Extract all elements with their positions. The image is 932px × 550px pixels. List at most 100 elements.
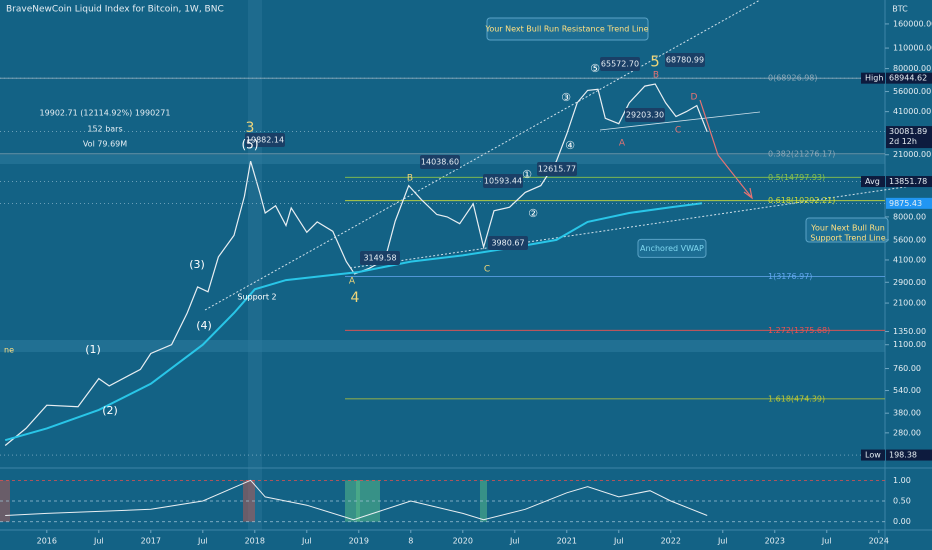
callout-box [625, 108, 665, 122]
y-tick-label: 80000.00 [893, 64, 931, 73]
tag-label: High [865, 74, 883, 83]
wave-label: (2) [102, 404, 118, 417]
y-tick-label: 2900.00 [893, 278, 926, 287]
callout-box [600, 57, 640, 71]
y-tick-label: 280.00 [893, 428, 921, 437]
callout-box [537, 162, 577, 176]
tag-label: Avg [865, 177, 880, 186]
series-label: Anchored VWAP [640, 244, 704, 253]
wave-label: (1) [85, 343, 101, 356]
x-tick-label: 2022 [661, 537, 681, 546]
y-tick-label: 8000.00 [893, 212, 926, 221]
wave-label: ne [4, 346, 14, 355]
tag-value: 9875.43 [889, 199, 922, 208]
x-tick-label: 2019 [349, 537, 369, 546]
y-tick-label: 1350.00 [893, 327, 926, 336]
y-tick-label: 2100.00 [893, 299, 926, 308]
y-tick-label: 540.00 [893, 386, 921, 395]
wave-label: B [653, 71, 659, 81]
callout-box [483, 174, 523, 188]
callout-box [665, 53, 705, 67]
y-tick-label: 21000.00 [893, 150, 931, 159]
tag-box [886, 72, 932, 84]
callout: 19882.14 [246, 136, 284, 145]
x-tick-label: Jul [821, 537, 832, 546]
callout: 12615.77 [538, 165, 576, 174]
callout: 68780.99 [666, 56, 704, 65]
wave-label: Support 2 [237, 293, 276, 302]
tag-value: 30081.89 [889, 127, 927, 136]
wave-label: C [484, 265, 490, 275]
label-box [486, 17, 649, 41]
wave-label: ⑤ [590, 62, 600, 75]
wave-label: ② [528, 207, 538, 220]
callout-box [245, 133, 285, 147]
x-tick-label: Jul [613, 537, 624, 546]
y-tick-label: 110000.00 [893, 44, 932, 53]
wave-label: 4 [351, 290, 360, 306]
wave-label: C [675, 126, 681, 136]
y-tick-label: 380.00 [893, 409, 921, 418]
series-line [4, 202, 703, 442]
wave-label: D [691, 93, 698, 103]
tag-label-box [861, 176, 885, 188]
y-tick-label: 56000.00 [893, 87, 931, 96]
wedge-line [599, 111, 761, 131]
zone [0, 480, 10, 522]
fib-label: 0.5(14797.93) [768, 173, 825, 182]
x-tick-label: Jul [301, 537, 312, 546]
stat: 152 bars [87, 125, 122, 134]
currency: BTC [892, 5, 908, 14]
resistance-trendline [204, 0, 761, 311]
x-tick-label: 2024 [869, 537, 889, 546]
stat: 19902.71 (12114.92%) 1990271 [40, 109, 171, 118]
stat: Vol 79.69M [83, 140, 127, 149]
wave-label: A [619, 139, 626, 149]
x-tick-label: 2016 [37, 537, 57, 546]
tag-box [886, 449, 932, 461]
wave-label: A [349, 277, 356, 287]
highlight-column [248, 0, 262, 530]
oscillator-line [5, 479, 708, 521]
tag-label-box [861, 449, 885, 461]
projection-arrow [699, 99, 753, 199]
x-tick-label: Jul [509, 537, 520, 546]
fib-label: 0.382(21276.17) [768, 149, 835, 158]
wave-label: 3 [246, 120, 255, 136]
x-tick-label: 2021 [557, 537, 577, 546]
tag-value: 68944.62 [889, 74, 927, 83]
fib-label: 1(3176.97) [768, 272, 812, 281]
x-tick-label: 2020 [453, 537, 473, 546]
callout: 29203.30 [626, 111, 664, 120]
wave-label: B [407, 174, 413, 184]
y-tick-label: 5600.00 [893, 235, 926, 244]
label-box [637, 238, 707, 258]
y-tick-label: 4100.00 [893, 255, 926, 264]
x-tick-label: Jul [717, 537, 728, 546]
wave-label: (5) [242, 138, 259, 152]
chart-title: BraveNewCoin Liquid Index for Bitcoin, 1… [6, 5, 224, 15]
wave-label: 5 [650, 53, 660, 71]
arrow-head [743, 187, 753, 200]
wave-label: ① [522, 168, 532, 181]
trend-label: Your Next Bull Run Resistance Trend Line [485, 25, 649, 34]
callout: 3149.58 [363, 254, 396, 263]
wave-label: ④ [565, 139, 575, 152]
tag-box [886, 176, 932, 188]
x-tick-label: Jul [197, 537, 208, 546]
callout-box [488, 236, 528, 250]
tag-value: 198.38 [889, 451, 917, 460]
y-tick-label: 160000.00 [893, 19, 932, 28]
label-box [805, 217, 889, 243]
osc-tick-label: 0.00 [893, 517, 911, 526]
fib-label: 1.618(474.39) [768, 394, 825, 403]
zone [480, 480, 487, 522]
x-tick-label: 8 [408, 537, 413, 546]
tag-note: 2d 12h [889, 137, 917, 146]
wave-label: ③ [561, 91, 571, 104]
tag-value: 13851.78 [889, 177, 927, 186]
callout: 14038.60 [421, 158, 459, 167]
x-tick-label: 2017 [141, 537, 161, 546]
